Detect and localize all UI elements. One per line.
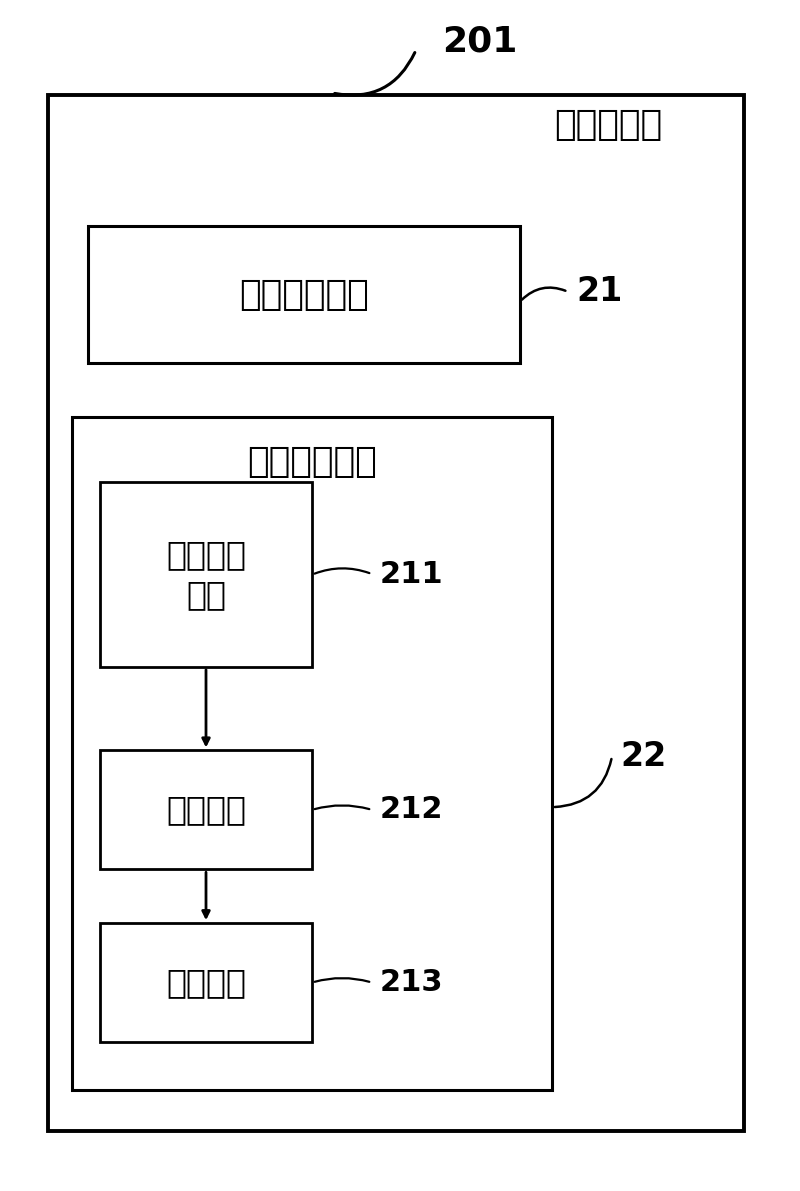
Text: 21: 21: [576, 275, 622, 308]
Text: 211: 211: [380, 560, 444, 588]
Text: 初始化模块: 初始化模块: [554, 108, 662, 142]
Text: 22: 22: [620, 740, 666, 773]
Bar: [100, 923, 312, 1042]
Text: 算法选择
单元: 算法选择 单元: [166, 538, 246, 611]
Bar: [48, 95, 744, 1131]
Text: 212: 212: [380, 796, 443, 824]
Text: 路由单元: 路由单元: [166, 966, 246, 999]
Bar: [88, 226, 520, 363]
Bar: [100, 750, 312, 869]
Text: 213: 213: [380, 968, 443, 997]
Bar: [100, 482, 312, 667]
Text: 计算单元: 计算单元: [166, 793, 246, 827]
Text: 201: 201: [442, 25, 518, 58]
Text: 路由加载单元: 路由加载单元: [247, 445, 377, 479]
Bar: [72, 417, 552, 1090]
Text: 协议加载单元: 协议加载单元: [239, 278, 369, 312]
